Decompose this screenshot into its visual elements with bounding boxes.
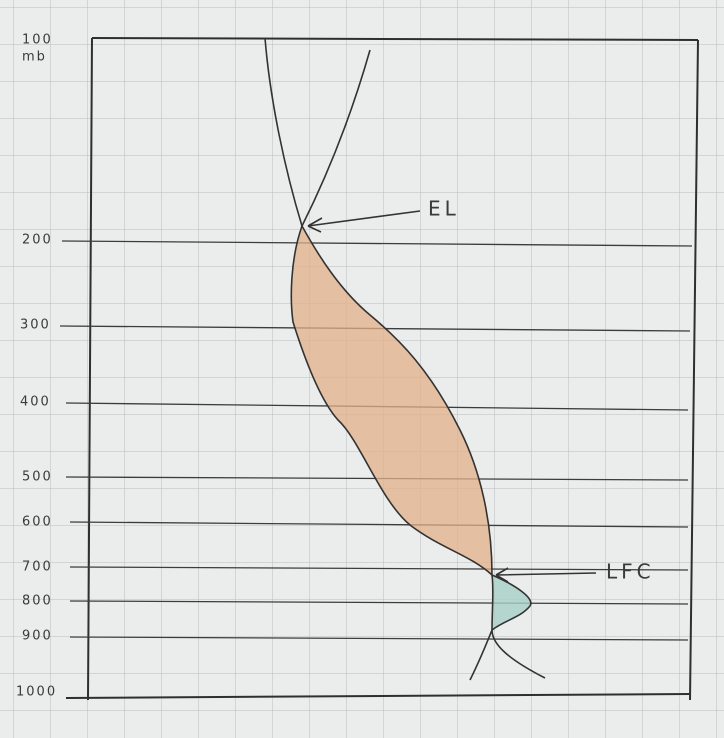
top-level-label: 100 [22, 33, 53, 48]
skew-t-sketch: 100 mb 200 300 400 500 600 700 800 900 1… [0, 0, 724, 738]
level-label: 600 [22, 515, 53, 530]
level-label: 1000 [16, 685, 57, 700]
lfc-label: LFC [606, 560, 655, 584]
level-label: 300 [20, 318, 51, 333]
level-label: 400 [20, 395, 51, 410]
level-label: 500 [22, 470, 53, 485]
unit-label: mb [22, 50, 47, 65]
el-label: EL [428, 197, 460, 221]
level-label: 700 [22, 560, 53, 575]
level-label: 900 [22, 629, 53, 644]
level-label: 800 [22, 594, 53, 609]
level-label: 200 [22, 233, 53, 248]
